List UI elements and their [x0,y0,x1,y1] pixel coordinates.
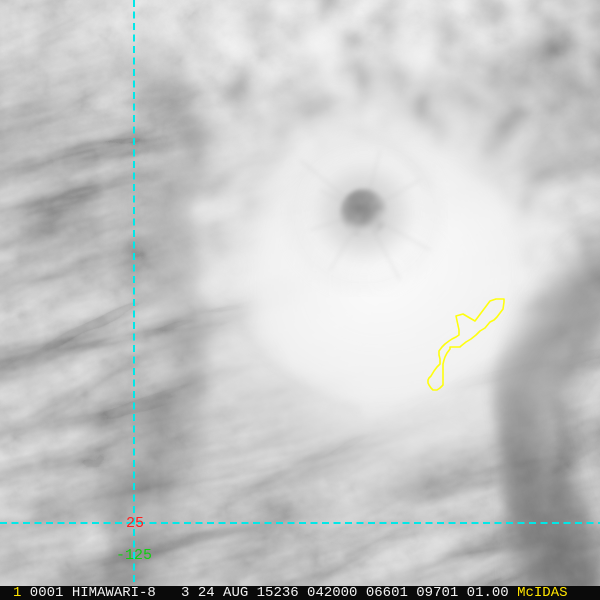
svg-text:25: 25 [126,515,144,532]
svg-text:-125: -125 [116,547,152,564]
